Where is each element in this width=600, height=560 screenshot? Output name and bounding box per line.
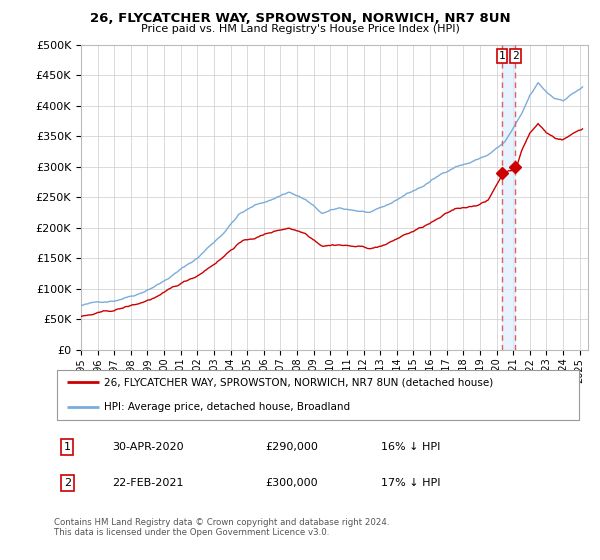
FancyBboxPatch shape [56, 370, 580, 420]
Bar [502, 45, 515, 350]
Text: Price paid vs. HM Land Registry's House Price Index (HPI): Price paid vs. HM Land Registry's House … [140, 24, 460, 34]
Text: 2: 2 [64, 478, 71, 488]
Text: 26, FLYCATCHER WAY, SPROWSTON, NORWICH, NR7 8UN: 26, FLYCATCHER WAY, SPROWSTON, NORWICH, … [89, 12, 511, 25]
Text: HPI: Average price, detached house, Broadland: HPI: Average price, detached house, Broa… [104, 402, 350, 412]
Text: 30-APR-2020: 30-APR-2020 [112, 442, 184, 452]
Text: £300,000: £300,000 [265, 478, 318, 488]
Text: 1: 1 [64, 442, 71, 452]
Text: Contains HM Land Registry data © Crown copyright and database right 2024.
This d: Contains HM Land Registry data © Crown c… [54, 518, 389, 538]
Text: 16% ↓ HPI: 16% ↓ HPI [382, 442, 441, 452]
Text: 2: 2 [512, 51, 519, 61]
Text: 1: 1 [499, 51, 505, 61]
Text: 22-FEB-2021: 22-FEB-2021 [112, 478, 184, 488]
Text: 26, FLYCATCHER WAY, SPROWSTON, NORWICH, NR7 8UN (detached house): 26, FLYCATCHER WAY, SPROWSTON, NORWICH, … [104, 377, 493, 388]
Text: 17% ↓ HPI: 17% ↓ HPI [382, 478, 441, 488]
Text: £290,000: £290,000 [265, 442, 318, 452]
